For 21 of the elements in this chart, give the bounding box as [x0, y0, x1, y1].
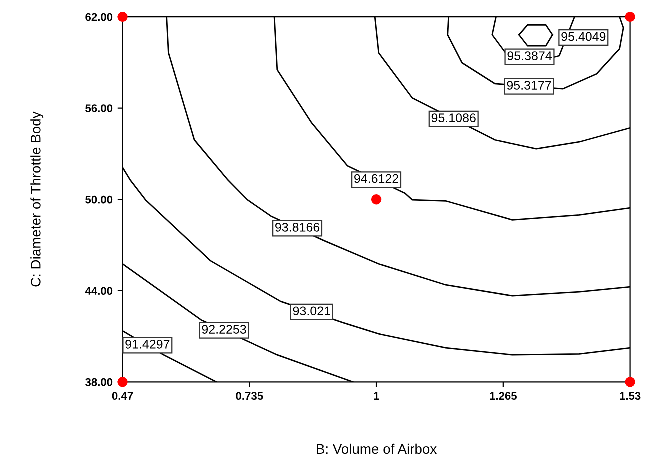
y-tick-label: 38.00	[85, 378, 113, 386]
x-tick-label: 0.735	[236, 392, 264, 400]
annotation: 94.6122	[354, 174, 398, 184]
x-tick-label: 1.265	[490, 392, 518, 400]
x-tick-label: 1.53	[620, 392, 641, 400]
annotation: 93.021	[293, 306, 330, 316]
annotation: 95.3874	[508, 52, 552, 60]
x-tick-label: 0.47	[112, 392, 134, 400]
annotation: 93.8166	[276, 223, 320, 232]
y-tick-label: 44.00	[85, 287, 113, 296]
annotation: 92.2253	[202, 325, 246, 334]
annotation: 91.4297	[126, 340, 170, 349]
annotation: 95.3177	[507, 81, 552, 90]
y-tick-label: 56.00	[86, 104, 113, 112]
x-axis-title: B: Volume of Airbox	[317, 444, 437, 454]
y-axis-title: C: Diameter of Throttle Body	[30, 112, 44, 287]
annotation: 95.1086	[432, 114, 476, 122]
annotation: 95.4049	[562, 32, 606, 42]
x-tick-label: 1	[374, 392, 380, 400]
y-tick-label: 62.00	[86, 13, 113, 22]
y-tick-label: 50.00	[86, 196, 113, 204]
